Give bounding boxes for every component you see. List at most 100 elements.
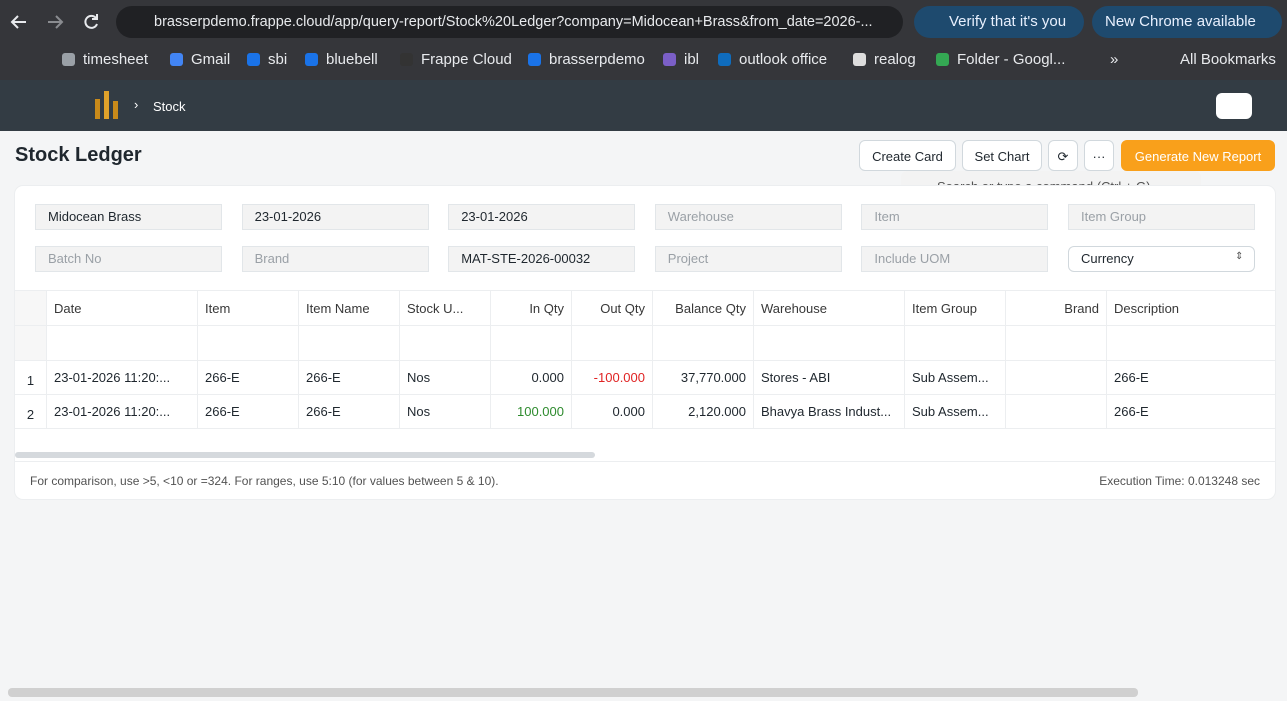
- bookmark-icon: [247, 53, 260, 66]
- filter-input[interactable]: Currency: [1068, 246, 1255, 272]
- table-cell: 23-01-2026 11:20:...: [47, 361, 198, 395]
- filter-input[interactable]: 23-01-2026: [448, 204, 636, 230]
- bookmark-icon: [400, 53, 413, 66]
- table-cell: Sub Assem...: [905, 361, 1006, 395]
- table-cell: 2,120.000: [653, 394, 754, 429]
- page-scrollbar[interactable]: [8, 688, 1138, 697]
- verify-text: Verify that it's you: [949, 13, 1067, 30]
- address-bar[interactable]: brasserpdemo.frappe.cloud/app/query-repo…: [116, 6, 903, 38]
- filter-input[interactable]: 23-01-2026: [241, 204, 429, 230]
- table-cell: 23-01-2026 11:20:...: [47, 394, 198, 429]
- filter-cell: [1107, 326, 1275, 361]
- bookmark-icon: [305, 53, 318, 66]
- filter-cell: [15, 326, 47, 361]
- column-header: Item: [198, 291, 299, 326]
- bookmark[interactable]: sbi: [268, 51, 288, 68]
- bookmark[interactable]: Folder - Googl...: [957, 51, 1066, 68]
- table-cell: 0.000: [572, 394, 653, 429]
- filter-cell: [572, 326, 653, 361]
- table-cell: Nos: [400, 361, 491, 395]
- bookmark-icon: [718, 53, 731, 66]
- table-cell: 266-E: [198, 361, 299, 395]
- url-text: brasserpdemo.frappe.cloud/app/query-repo…: [154, 14, 873, 30]
- table-cell: 266-E: [299, 361, 400, 395]
- table-cell: [1006, 394, 1107, 429]
- bookmark-icon: [528, 53, 541, 66]
- select-caret: ⇕: [1235, 251, 1244, 262]
- filter-input[interactable]: Batch No: [35, 246, 222, 272]
- filter-cell: [653, 326, 754, 361]
- row-number: 1: [15, 361, 47, 395]
- filter-input[interactable]: Item Group: [1068, 204, 1255, 230]
- column-header: Stock U...: [400, 291, 491, 326]
- bookmark-icon: [663, 53, 676, 66]
- action-button[interactable]: Set Chart: [962, 140, 1042, 171]
- filter-input[interactable]: Warehouse: [654, 204, 842, 230]
- column-header: Warehouse: [754, 291, 905, 326]
- filter-input[interactable]: Item: [861, 204, 1049, 230]
- update-text: New Chrome available: [1105, 13, 1256, 30]
- table-cell: Nos: [400, 394, 491, 429]
- filter-cell: [400, 326, 491, 361]
- report-table: Date Item Item Name Stock U... In Qty Out Qty…: [15, 290, 1275, 429]
- more-button[interactable]: ···: [1084, 140, 1114, 171]
- table-cell: 266-E: [1107, 361, 1275, 395]
- bookmark[interactable]: realog: [874, 51, 916, 68]
- all-bookmarks[interactable]: All Bookmarks: [1180, 51, 1276, 68]
- breadcrumb-sep: ›: [134, 97, 139, 112]
- filter-cell: [47, 326, 198, 361]
- column-header: Description: [1107, 291, 1275, 326]
- bookmark[interactable]: timesheet: [83, 51, 149, 68]
- bookmark[interactable]: bluebell: [326, 51, 378, 68]
- chrome-update[interactable]: New Chrome available: [1092, 6, 1282, 38]
- footer-divider: [15, 461, 1275, 462]
- help-button[interactable]: [1216, 93, 1252, 119]
- table-cell: 266-E: [299, 394, 400, 429]
- filter-input[interactable]: Include UOM: [861, 246, 1049, 272]
- report-card: Midocean Brass 23-01-2026 23-01-2026 Wareho…: [15, 186, 1275, 499]
- bookmark-overflow[interactable]: »: [1110, 51, 1119, 68]
- table-cell: [1006, 361, 1107, 395]
- bookmark[interactable]: Frappe Cloud: [421, 51, 512, 68]
- nav-icons: [10, 14, 98, 29]
- table-cell: 37,770.000: [653, 361, 754, 395]
- bookmark-icon: [936, 53, 949, 66]
- table-cell: 266-E: [1107, 395, 1275, 429]
- column-header: In Qty: [491, 291, 572, 326]
- column-header: Balance Qty: [653, 291, 754, 326]
- table-cell: 100.000: [491, 394, 572, 429]
- footer-hint: For comparison, use >5, <10 or =324. For…: [30, 474, 499, 488]
- column-header: Brand: [1006, 291, 1107, 326]
- filter-input[interactable]: Brand: [241, 246, 429, 272]
- action-button[interactable]: Create Card: [859, 140, 956, 171]
- filter-input[interactable]: MAT-STE-2026-00032: [448, 246, 636, 272]
- filter-cell: [299, 326, 400, 361]
- app-logo: [95, 91, 118, 119]
- bookmark-icon: [853, 53, 866, 66]
- page-title: Stock Ledger: [15, 144, 142, 166]
- filter-cell: [198, 326, 299, 361]
- bookmark[interactable]: outlook office: [739, 51, 828, 68]
- filter-cell: [905, 326, 1006, 361]
- table-cell: Sub Assem...: [905, 394, 1006, 429]
- filter-input[interactable]: Project: [654, 246, 842, 272]
- filter-cell: [491, 326, 572, 361]
- bookmark[interactable]: brasserpdemo: [549, 51, 645, 68]
- bookmark[interactable]: Gmail: [191, 51, 231, 68]
- column-header: Item Name: [299, 291, 400, 326]
- primary-button[interactable]: Generate New Report: [1121, 140, 1275, 171]
- filter-cell: [1006, 326, 1107, 361]
- execution-time: Execution Time: 0.013248 sec: [1099, 474, 1260, 488]
- row-number-header: [15, 291, 47, 326]
- column-header: Out Qty: [572, 291, 653, 326]
- refresh-button[interactable]: ⟳: [1048, 140, 1078, 171]
- verify-button[interactable]: Verify that it's you: [914, 6, 1084, 38]
- table-cell: Stores - ABI: [754, 361, 905, 395]
- table-cell: 266-E: [198, 394, 299, 429]
- filter-input[interactable]: Midocean Brass: [35, 204, 222, 230]
- h-scrollbar[interactable]: [15, 452, 595, 458]
- breadcrumb[interactable]: Stock: [153, 99, 186, 114]
- table-cell: -100.000: [572, 361, 653, 395]
- bookmark[interactable]: ibl: [684, 51, 700, 68]
